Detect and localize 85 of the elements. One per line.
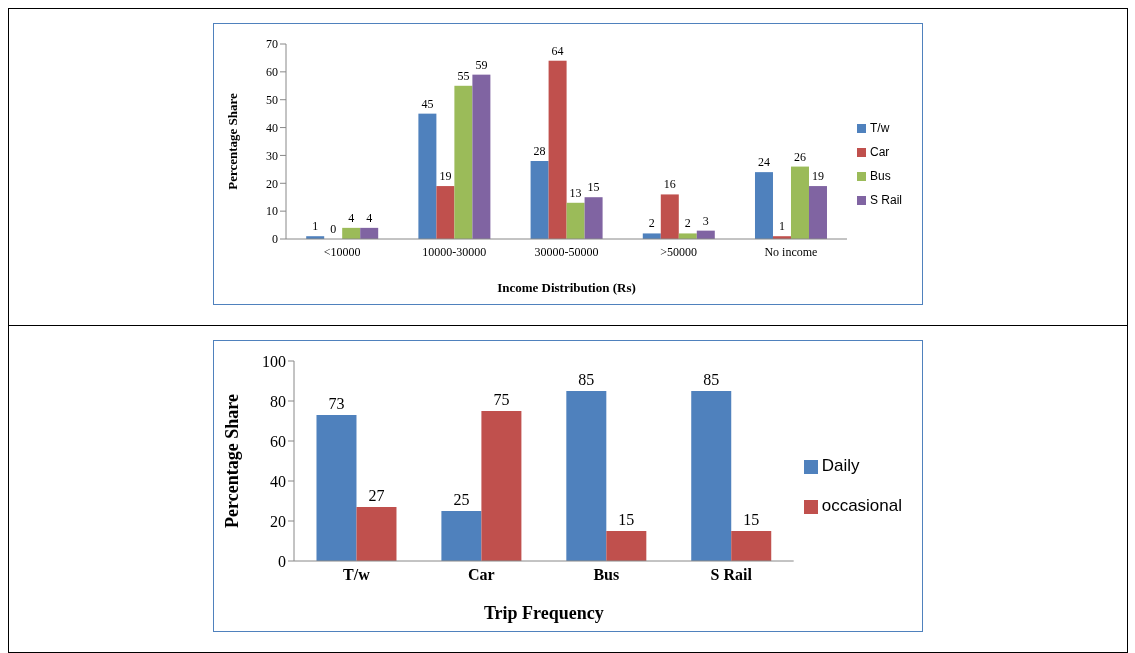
bar [356, 507, 397, 561]
bar [660, 194, 679, 239]
data-label: 4 [366, 210, 373, 225]
y-tick-label: 40 [266, 120, 278, 135]
data-label: 19 [811, 169, 824, 184]
bar [481, 411, 522, 561]
bar [548, 60, 567, 239]
y-axis-title: Percentage Share [224, 92, 240, 190]
x-tick-label: <10000 [323, 244, 361, 259]
y-tick-label: 50 [266, 92, 278, 107]
legend-label: Daily [821, 456, 860, 475]
y-tick-label: 20 [270, 512, 286, 530]
bar [454, 85, 473, 239]
data-label: 75 [493, 391, 510, 408]
y-axis-title: Percentage Share [222, 394, 243, 528]
bar [342, 227, 361, 239]
data-label: 13 [569, 185, 582, 200]
data-label: 0 [330, 222, 337, 236]
bar [436, 186, 455, 239]
data-label: 4 [348, 210, 355, 225]
bar [606, 531, 647, 561]
data-label: 1 [312, 219, 319, 234]
x-tick-label: 30000-50000 [534, 244, 599, 259]
y-tick-label: 60 [270, 432, 286, 450]
data-label: 73 [328, 395, 345, 412]
legend-label: T/w [869, 121, 890, 135]
data-label: 26 [793, 149, 806, 164]
data-label: 15 [743, 511, 760, 528]
bar [642, 233, 661, 239]
legend-label: occasional [821, 496, 902, 515]
data-label: 85 [578, 371, 595, 388]
bar [691, 391, 732, 561]
x-tick-label: >50000 [660, 244, 698, 259]
x-tick-label: Car [468, 566, 495, 584]
legend-label: Bus [869, 169, 891, 183]
bar [360, 227, 379, 239]
bar [584, 197, 603, 239]
data-label: 24 [757, 155, 770, 170]
bar [441, 511, 482, 561]
y-tick-label: 10 [266, 204, 278, 219]
legend-label: Car [869, 145, 890, 159]
y-tick-label: 60 [266, 65, 278, 80]
data-label: 3 [702, 213, 709, 228]
bar [418, 113, 437, 239]
bar [316, 415, 357, 561]
data-label: 85 [703, 371, 720, 388]
bar [472, 74, 491, 239]
bar [790, 166, 809, 239]
data-label: 16 [663, 177, 676, 192]
bar [530, 161, 549, 239]
y-tick-label: 0 [278, 552, 286, 570]
x-tick-label: No income [764, 244, 818, 259]
bar [566, 391, 607, 561]
bar [731, 531, 772, 561]
data-label: 19 [439, 169, 452, 184]
x-axis-title: Trip Frequency [483, 603, 604, 623]
data-label: 28 [533, 144, 546, 158]
data-label: 15 [587, 180, 600, 195]
data-label: 64 [551, 43, 564, 58]
bar [808, 186, 827, 239]
data-label: 1 [778, 219, 785, 234]
y-tick-label: 70 [266, 37, 278, 52]
x-axis-title: Income Distribution (Rs) [497, 280, 636, 295]
bar [754, 172, 773, 239]
y-tick-label: 40 [270, 472, 286, 490]
data-label: 2 [648, 216, 655, 231]
x-tick-label: T/w [343, 566, 371, 584]
x-tick-label: 10000-30000 [422, 244, 487, 259]
y-tick-label: 20 [266, 176, 278, 191]
data-label: 15 [618, 511, 635, 528]
y-tick-label: 0 [272, 232, 278, 247]
data-label: 59 [475, 57, 488, 72]
data-label: 2 [684, 216, 691, 231]
y-tick-label: 80 [270, 392, 286, 410]
bar [678, 233, 697, 239]
bar [566, 202, 585, 239]
x-tick-label: S Rail [710, 566, 753, 584]
y-tick-label: 100 [262, 352, 286, 370]
data-label: 45 [421, 96, 434, 111]
data-label: 55 [457, 68, 470, 83]
y-tick-label: 30 [266, 148, 278, 163]
data-label: 25 [453, 491, 470, 508]
x-tick-label: Bus [593, 566, 620, 584]
data-label: 27 [368, 487, 385, 504]
legend-label: S Rail [869, 193, 902, 207]
